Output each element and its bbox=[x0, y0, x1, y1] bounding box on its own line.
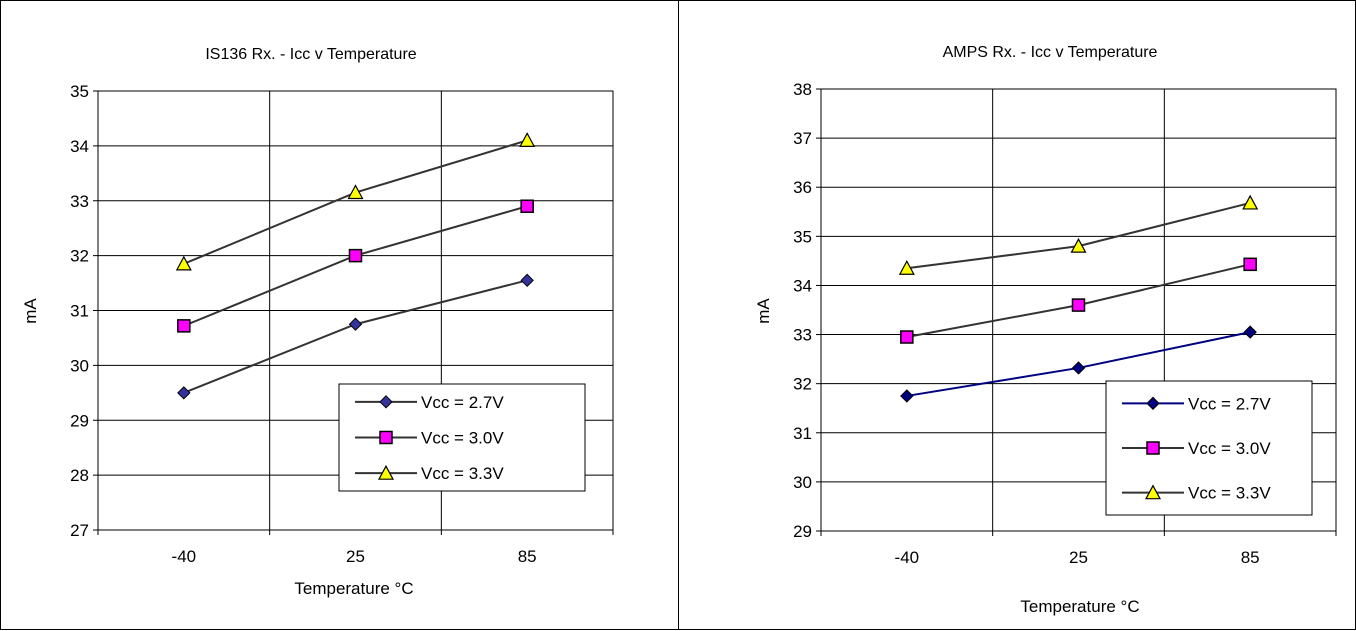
y-tick-label: 31 bbox=[70, 302, 89, 321]
legend-label: Vcc = 2.7V bbox=[1188, 394, 1271, 413]
x-tick-label: 85 bbox=[518, 547, 537, 566]
data-point bbox=[1242, 194, 1259, 210]
legend-marker bbox=[379, 395, 393, 409]
data-point bbox=[520, 199, 534, 213]
y-tick-label: 35 bbox=[70, 82, 89, 101]
y-tick-label: 28 bbox=[70, 466, 89, 485]
legend-marker bbox=[377, 464, 395, 480]
y-tick-label: 31 bbox=[793, 424, 812, 443]
series-3 bbox=[175, 132, 536, 271]
data-point bbox=[900, 389, 914, 403]
data-point bbox=[348, 317, 363, 331]
data-point bbox=[177, 319, 191, 333]
legend-label: Vcc = 3.3V bbox=[1188, 484, 1271, 503]
y-tick-label: 37 bbox=[793, 129, 812, 148]
y-tick-label: 32 bbox=[70, 247, 89, 266]
y-axis-title: mA bbox=[21, 298, 40, 324]
x-tick-label: -40 bbox=[172, 547, 197, 566]
chart-panel-amps: AMPS Rx. - Icc v Temperature 29 30 31 32 33 34… bbox=[678, 0, 1356, 630]
y-tick-label: 29 bbox=[793, 522, 812, 541]
x-axis-title: Temperature °C bbox=[294, 579, 413, 598]
series-3 bbox=[898, 194, 1259, 275]
chart-title: IS136 Rx. - Icc v Temperature bbox=[205, 46, 416, 63]
x-axis-title: Temperature °C bbox=[1020, 597, 1139, 616]
y-tick-label: 34 bbox=[793, 276, 812, 295]
y-axis-title: mA bbox=[754, 298, 773, 324]
chart-title: AMPS Rx. - Icc v Temperature bbox=[943, 44, 1158, 61]
data-point bbox=[347, 184, 364, 200]
x-tick-label: 25 bbox=[1069, 548, 1088, 567]
x-tick-label: -40 bbox=[895, 548, 920, 567]
legend-marker bbox=[1144, 484, 1162, 500]
y-tick-label: 32 bbox=[793, 375, 812, 394]
data-point bbox=[1070, 237, 1087, 253]
data-point bbox=[519, 132, 536, 147]
x-tick-label: 25 bbox=[346, 547, 365, 566]
legend-marker bbox=[379, 430, 393, 445]
x-tick-label: 85 bbox=[1241, 548, 1260, 567]
y-tick-label: 30 bbox=[793, 473, 812, 492]
data-point bbox=[1071, 361, 1086, 375]
y-tick-label: 30 bbox=[70, 356, 89, 375]
legend-marker bbox=[1146, 396, 1160, 411]
data-point bbox=[1243, 325, 1257, 339]
y-tick-label: 34 bbox=[70, 137, 89, 156]
data-point bbox=[900, 330, 914, 344]
y-tick-label: 36 bbox=[793, 178, 812, 197]
chart-is136: IS136 Rx. - Icc v Temperature 27 28 29 30 31 3… bbox=[21, 46, 614, 598]
series-1 bbox=[900, 325, 1257, 403]
data-point bbox=[177, 386, 191, 400]
y-tick-label: 27 bbox=[70, 521, 89, 540]
legend: Vcc = 2.7V Vcc = 3.0V Vcc = 3.3V bbox=[1105, 380, 1313, 516]
y-tick-label: 33 bbox=[793, 326, 812, 345]
data-point bbox=[898, 259, 915, 275]
series-2 bbox=[177, 199, 534, 333]
chart-amps: AMPS Rx. - Icc v Temperature 29 30 31 32 33 34… bbox=[754, 44, 1337, 616]
data-point bbox=[175, 255, 192, 271]
series-2 bbox=[900, 257, 1257, 344]
y-tick-label: 29 bbox=[70, 411, 89, 430]
legend-label: Vcc = 3.3V bbox=[421, 464, 504, 483]
data-point bbox=[1071, 298, 1086, 312]
data-point bbox=[348, 248, 363, 263]
legend-label: Vcc = 2.7V bbox=[421, 393, 504, 412]
data-point bbox=[1243, 257, 1257, 272]
y-tick-label: 35 bbox=[793, 227, 812, 246]
legend-marker bbox=[1146, 441, 1160, 455]
legend: Vcc = 2.7V Vcc = 3.0V Vcc = 3.3V bbox=[338, 383, 586, 492]
legend-label: Vcc = 3.0V bbox=[1188, 439, 1271, 458]
legend-label: Vcc = 3.0V bbox=[421, 429, 504, 448]
y-tick-label: 38 bbox=[793, 80, 812, 99]
y-tick-label: 33 bbox=[70, 192, 89, 211]
series-1 bbox=[177, 273, 534, 400]
data-point bbox=[520, 273, 534, 288]
chart-panel-is136: IS136 Rx. - Icc v Temperature 27 28 29 30 31 3… bbox=[0, 0, 679, 630]
